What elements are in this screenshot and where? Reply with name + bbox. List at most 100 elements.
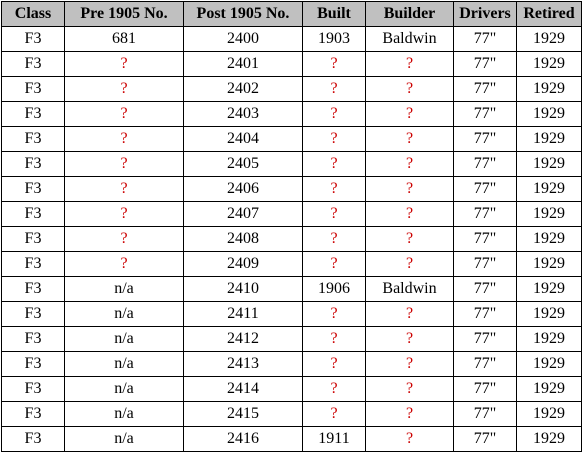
cell-built: 1903 bbox=[302, 26, 366, 52]
cell-drivers: 77" bbox=[453, 151, 517, 177]
cell-pre-1905-no: 681 bbox=[64, 26, 184, 52]
cell-post-1905-no: 2400 bbox=[183, 26, 303, 52]
cell-pre-1905-no: ? bbox=[64, 226, 184, 252]
cell-builder: ? bbox=[365, 176, 454, 202]
cell-drivers: 77" bbox=[453, 76, 517, 102]
cell-builder: Baldwin bbox=[365, 26, 454, 52]
cell-pre-1905-no: n/a bbox=[64, 376, 184, 402]
cell-class: F3 bbox=[1, 351, 65, 377]
cell-drivers: 77" bbox=[453, 426, 517, 452]
cell-drivers: 77" bbox=[453, 276, 517, 302]
header-row: Class Pre 1905 No. Post 1905 No. Built B… bbox=[1, 1, 582, 27]
cell-pre-1905-no: n/a bbox=[64, 351, 184, 377]
cell-post-1905-no: 2408 bbox=[183, 226, 303, 252]
table-row: F3? 2409?? 77" 1929 bbox=[1, 251, 582, 277]
cell-builder: ? bbox=[365, 201, 454, 227]
cell-built: 1906 bbox=[302, 276, 366, 302]
cell-post-1905-no: 2416 bbox=[183, 426, 303, 452]
cell-class: F3 bbox=[1, 276, 65, 302]
cell-builder: Baldwin bbox=[365, 276, 454, 302]
cell-retired: 1929 bbox=[516, 251, 582, 277]
cell-class: F3 bbox=[1, 251, 65, 277]
cell-drivers: 77" bbox=[453, 351, 517, 377]
cell-drivers: 77" bbox=[453, 26, 517, 52]
cell-drivers: 77" bbox=[453, 401, 517, 427]
header-pre-1905-no: Pre 1905 No. bbox=[64, 1, 184, 27]
cell-pre-1905-no: ? bbox=[64, 101, 184, 127]
cell-built: ? bbox=[302, 201, 366, 227]
cell-post-1905-no: 2407 bbox=[183, 201, 303, 227]
cell-post-1905-no: 2406 bbox=[183, 176, 303, 202]
cell-retired: 1929 bbox=[516, 101, 582, 127]
table-row: F3? 2403?? 77" 1929 bbox=[1, 101, 582, 127]
table-row: F3 n/a 2412?? 77" 1929 bbox=[1, 326, 582, 352]
cell-built: ? bbox=[302, 351, 366, 377]
cell-builder: ? bbox=[365, 151, 454, 177]
cell-class: F3 bbox=[1, 201, 65, 227]
cell-post-1905-no: 2402 bbox=[183, 76, 303, 102]
cell-pre-1905-no: ? bbox=[64, 126, 184, 152]
cell-drivers: 77" bbox=[453, 176, 517, 202]
cell-builder: ? bbox=[365, 126, 454, 152]
cell-drivers: 77" bbox=[453, 51, 517, 77]
header-class: Class bbox=[1, 1, 65, 27]
header-retired: Retired bbox=[516, 1, 582, 27]
cell-builder: ? bbox=[365, 351, 454, 377]
cell-drivers: 77" bbox=[453, 126, 517, 152]
cell-retired: 1929 bbox=[516, 76, 582, 102]
table-row: F3 n/a 2415?? 77" 1929 bbox=[1, 401, 582, 427]
cell-drivers: 77" bbox=[453, 326, 517, 352]
cell-built: ? bbox=[302, 101, 366, 127]
cell-post-1905-no: 2403 bbox=[183, 101, 303, 127]
cell-class: F3 bbox=[1, 301, 65, 327]
cell-drivers: 77" bbox=[453, 376, 517, 402]
cell-builder: ? bbox=[365, 301, 454, 327]
cell-pre-1905-no: n/a bbox=[64, 301, 184, 327]
table-row: F3 n/a 2414?? 77" 1929 bbox=[1, 376, 582, 402]
table-row: F3? 2404?? 77" 1929 bbox=[1, 126, 582, 152]
cell-pre-1905-no: ? bbox=[64, 51, 184, 77]
cell-drivers: 77" bbox=[453, 201, 517, 227]
cell-pre-1905-no: n/a bbox=[64, 326, 184, 352]
cell-builder: ? bbox=[365, 326, 454, 352]
table-row: F3 681 2400 1903 Baldwin 77" 1929 bbox=[1, 26, 582, 52]
header-post-1905-no: Post 1905 No. bbox=[183, 1, 303, 27]
cell-builder: ? bbox=[365, 426, 454, 452]
header-drivers: Drivers bbox=[453, 1, 517, 27]
cell-post-1905-no: 2415 bbox=[183, 401, 303, 427]
cell-retired: 1929 bbox=[516, 226, 582, 252]
cell-built: ? bbox=[302, 226, 366, 252]
cell-retired: 1929 bbox=[516, 201, 582, 227]
cell-pre-1905-no: ? bbox=[64, 151, 184, 177]
cell-builder: ? bbox=[365, 251, 454, 277]
table-row: F3? 2408?? 77" 1929 bbox=[1, 226, 582, 252]
table-body: F3 681 2400 1903 Baldwin 77" 1929 F3? 2401?? 77" 1… bbox=[1, 26, 582, 452]
header-built: Built bbox=[302, 1, 366, 27]
cell-class: F3 bbox=[1, 76, 65, 102]
cell-class: F3 bbox=[1, 101, 65, 127]
cell-builder: ? bbox=[365, 226, 454, 252]
cell-class: F3 bbox=[1, 401, 65, 427]
cell-pre-1905-no: n/a bbox=[64, 401, 184, 427]
cell-retired: 1929 bbox=[516, 301, 582, 327]
table-row: F3? 2406?? 77" 1929 bbox=[1, 176, 582, 202]
cell-built: ? bbox=[302, 176, 366, 202]
cell-drivers: 77" bbox=[453, 101, 517, 127]
cell-built: ? bbox=[302, 126, 366, 152]
cell-retired: 1929 bbox=[516, 351, 582, 377]
cell-pre-1905-no: ? bbox=[64, 76, 184, 102]
cell-retired: 1929 bbox=[516, 426, 582, 452]
cell-builder: ? bbox=[365, 401, 454, 427]
cell-drivers: 77" bbox=[453, 301, 517, 327]
cell-retired: 1929 bbox=[516, 276, 582, 302]
cell-built: ? bbox=[302, 51, 366, 77]
cell-retired: 1929 bbox=[516, 326, 582, 352]
cell-post-1905-no: 2414 bbox=[183, 376, 303, 402]
cell-post-1905-no: 2413 bbox=[183, 351, 303, 377]
cell-built: ? bbox=[302, 251, 366, 277]
cell-class: F3 bbox=[1, 151, 65, 177]
table-row: F3 n/a 2410 1906 Baldwin 77" 1929 bbox=[1, 276, 582, 302]
cell-post-1905-no: 2404 bbox=[183, 126, 303, 152]
cell-retired: 1929 bbox=[516, 151, 582, 177]
cell-retired: 1929 bbox=[516, 126, 582, 152]
